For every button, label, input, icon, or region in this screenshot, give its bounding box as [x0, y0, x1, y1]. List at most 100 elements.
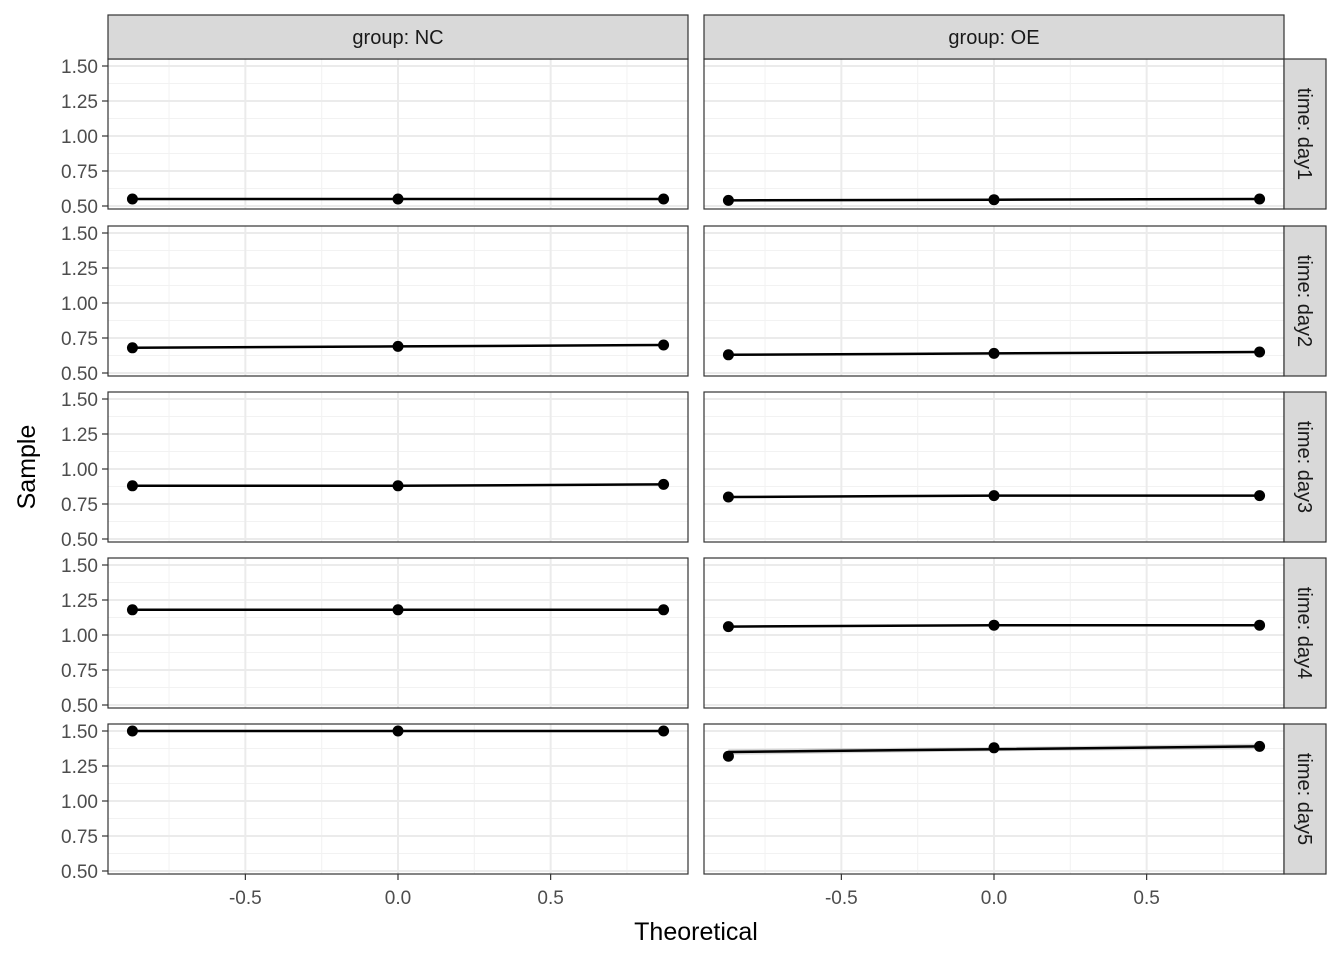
data-point — [392, 725, 404, 737]
x-tick-label: 0.5 — [537, 888, 563, 909]
series-day4-NC — [126, 604, 670, 616]
axes-layer: 0.50 0.75 1.00 1.25 1.50 0.50 0.75 1.00 1.25 1.50… — [61, 57, 1160, 909]
strip-label: group: NC — [352, 27, 443, 49]
data-point — [126, 725, 138, 737]
data-point — [126, 604, 138, 616]
data-point — [722, 491, 734, 503]
strip-background — [1283, 723, 1327, 875]
panel-day4-NC — [108, 558, 688, 708]
y-tick-label: 1.50 — [61, 390, 98, 411]
y-tick-label: 1.25 — [61, 92, 98, 113]
x-axis-title: Theoretical — [634, 918, 758, 946]
data-point — [126, 480, 138, 492]
y-tick-label: 0.75 — [61, 162, 98, 183]
y-tick-label: 0.50 — [61, 862, 98, 883]
panel-border — [107, 225, 689, 377]
panel-day3-NC — [108, 392, 688, 542]
y-tick-label: 0.75 — [61, 661, 98, 682]
series-day2-OE — [722, 346, 1266, 361]
series-day3-OE — [722, 490, 1266, 503]
panel-day1-OE — [704, 59, 1284, 209]
data-point — [126, 193, 138, 205]
y-tick-label: 0.50 — [61, 530, 98, 551]
y-tick-label: 1.00 — [61, 792, 98, 813]
panels-layer — [107, 58, 1285, 875]
strip-label: time: day1 — [1293, 88, 1315, 180]
data-point — [722, 750, 734, 762]
strip-label: group: OE — [948, 27, 1039, 49]
data-point — [1254, 490, 1266, 502]
data-point — [722, 621, 734, 633]
strip-day1: time: day1 — [1283, 58, 1327, 210]
series-day5-NC — [126, 725, 670, 737]
strip-day3: time: day3 — [1283, 391, 1327, 543]
y-axis-title: Sample — [13, 425, 41, 510]
x-tick-label: -0.5 — [229, 888, 262, 909]
data-point — [1254, 619, 1266, 631]
data-point — [988, 194, 1000, 206]
data-point — [988, 742, 1000, 754]
y-tick-label: 1.50 — [61, 57, 98, 78]
panel-day5-NC — [108, 724, 688, 874]
data-point — [658, 725, 670, 737]
strip-background — [703, 14, 1285, 60]
y-tick-label: 1.50 — [61, 224, 98, 245]
panel-border — [107, 557, 689, 709]
series-day1-OE — [722, 193, 1266, 206]
x-tick-label: 0.0 — [981, 888, 1007, 909]
y-tick-label: 1.00 — [61, 127, 98, 148]
x-tick-label: 0.0 — [385, 888, 411, 909]
y-tick-label: 0.75 — [61, 495, 98, 516]
y-tick-label: 1.00 — [61, 294, 98, 315]
panel-day3-OE — [704, 392, 1284, 542]
data-point — [988, 490, 1000, 502]
strip-background — [1283, 58, 1327, 210]
data-point — [392, 604, 404, 616]
series-day4-OE — [722, 619, 1266, 633]
strip-background — [1283, 225, 1327, 377]
strip-day4: time: day4 — [1283, 557, 1327, 709]
y-tick-label: 1.25 — [61, 591, 98, 612]
series-day1-NC — [126, 193, 670, 205]
data-point — [658, 193, 670, 205]
y-tick-label: 0.75 — [61, 329, 98, 350]
data-point — [1254, 193, 1266, 205]
y-tick-label: 1.50 — [61, 722, 98, 743]
data-point — [1254, 740, 1266, 752]
y-tick-label: 1.00 — [61, 626, 98, 647]
data-point — [1254, 346, 1266, 358]
data-point — [658, 604, 670, 616]
strips-layer: group: NC group: OE time: day1 time: day2 ti… — [107, 14, 1327, 875]
y-tick-label: 0.75 — [61, 827, 98, 848]
series-day5-OE — [722, 740, 1266, 762]
y-tick-label: 1.25 — [61, 259, 98, 280]
strip-NC: group: NC — [107, 14, 689, 60]
strip-day2: time: day2 — [1283, 225, 1327, 377]
strip-label: time: day3 — [1293, 421, 1315, 513]
data-point — [988, 619, 1000, 631]
data-point — [988, 347, 1000, 359]
strip-label: time: day2 — [1293, 255, 1315, 347]
data-point — [392, 193, 404, 205]
data-point — [722, 194, 734, 206]
y-tick-label: 0.50 — [61, 364, 98, 385]
y-tick-label: 0.50 — [61, 197, 98, 218]
strip-label: time: day4 — [1293, 587, 1315, 679]
strip-background — [107, 14, 689, 60]
strip-background — [1283, 391, 1327, 543]
series-day3-NC — [126, 478, 670, 492]
y-tick-label: 1.00 — [61, 460, 98, 481]
data-point — [392, 340, 404, 352]
x-tick-label: 0.5 — [1133, 888, 1159, 909]
panel-border — [107, 391, 689, 543]
panel-day2-NC — [108, 226, 688, 376]
data-point — [126, 342, 138, 354]
data-point — [658, 339, 670, 351]
y-tick-label: 1.50 — [61, 556, 98, 577]
series-day2-NC — [126, 339, 670, 354]
data-point — [722, 349, 734, 361]
panel-day1-NC — [108, 59, 688, 209]
strip-label: time: day5 — [1293, 753, 1315, 845]
y-tick-label: 1.25 — [61, 425, 98, 446]
